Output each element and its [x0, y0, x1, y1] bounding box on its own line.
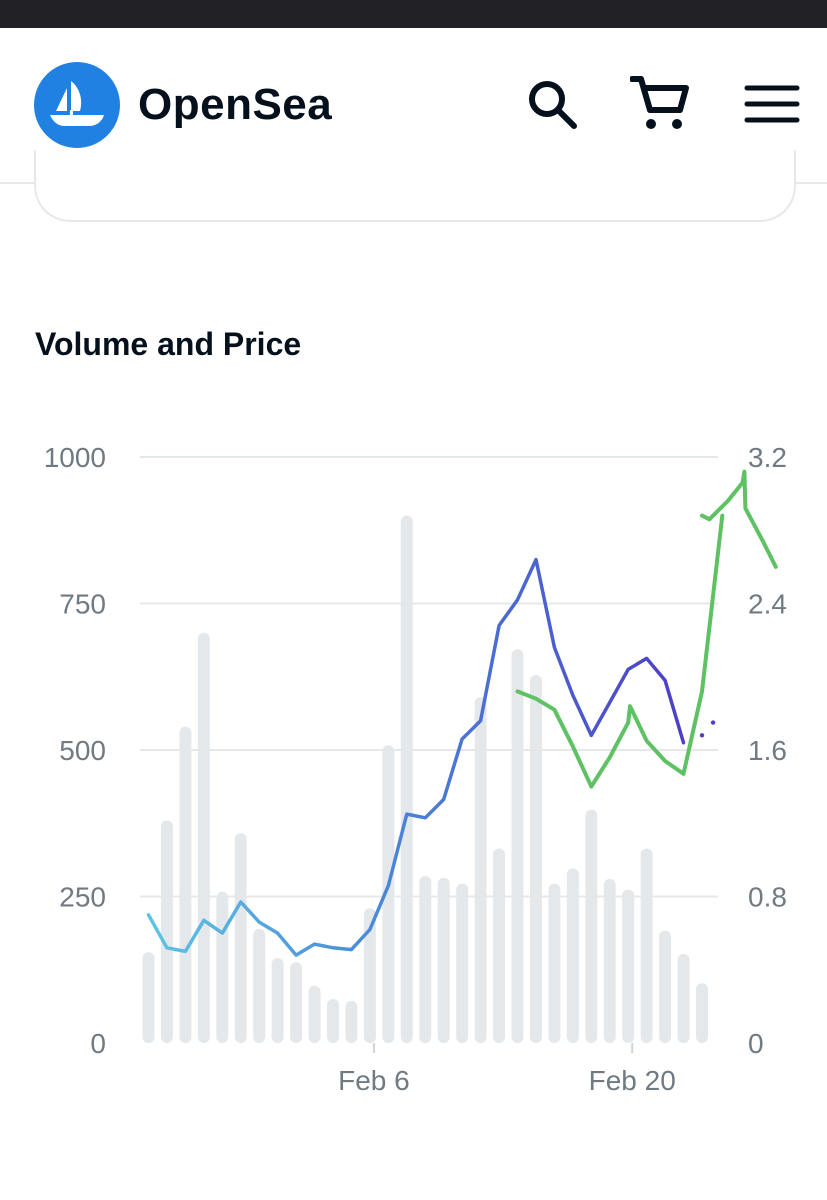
- volume-bar: [234, 833, 247, 1043]
- volume-bar: [271, 958, 284, 1043]
- volume-bar: [327, 999, 339, 1043]
- volume-bar: [400, 515, 413, 1043]
- y-left-tick-label: 1000: [44, 442, 106, 473]
- y-right-tick-label: 0.8: [748, 882, 787, 913]
- x-tick-label: Feb 6: [338, 1065, 410, 1096]
- volume-bar: [382, 745, 395, 1043]
- volume-price-chart[interactable]: 0 250 500 750 1000 0 0.8 1.6 2.4 3.2 Feb 6 Feb 20: [0, 420, 827, 1120]
- y-right-tick-label: 2.4: [748, 589, 787, 620]
- volume-bar: [253, 928, 266, 1043]
- y-left-tick-label: 750: [59, 589, 106, 620]
- volume-bar: [308, 985, 321, 1043]
- previous-card: [34, 150, 796, 222]
- volume-bar: [142, 952, 155, 1043]
- cart-icon[interactable]: [630, 74, 690, 134]
- section-title: Volume and Price: [35, 326, 302, 362]
- volume-bar: [677, 953, 690, 1043]
- volume-bar: [179, 726, 192, 1043]
- volume-bar: [437, 877, 450, 1043]
- volume-bar: [216, 891, 229, 1043]
- status-bar: [0, 0, 827, 28]
- y-right-tick-label: 3.2: [748, 442, 787, 473]
- search-icon[interactable]: [522, 74, 582, 134]
- price-point: [710, 720, 716, 725]
- volume-bar: [603, 878, 616, 1043]
- y-left-tick-label: 0: [90, 1028, 106, 1059]
- menu-icon[interactable]: [742, 74, 802, 134]
- volume-bar: [474, 697, 487, 1043]
- volume-bar: [290, 962, 303, 1043]
- volume-bar: [548, 883, 561, 1043]
- volume-bar: [511, 649, 524, 1043]
- x-tick-label: Feb 20: [589, 1065, 676, 1096]
- volume-bar: [585, 809, 598, 1043]
- price-line: [146, 557, 686, 957]
- volume-bar: [197, 632, 210, 1043]
- opensea-boat-icon[interactable]: [34, 62, 120, 148]
- moving-average-line: [515, 513, 725, 789]
- volume-bar: [456, 883, 469, 1043]
- price-point: [699, 733, 705, 738]
- volume-bar: [345, 1000, 358, 1043]
- volume-bar: [566, 868, 579, 1043]
- volume-bar: [622, 889, 635, 1043]
- volume-bar: [640, 848, 653, 1043]
- moving-average-line: [700, 469, 778, 569]
- y-right-tick-label: 1.6: [748, 735, 787, 766]
- y-right-tick-label: 0: [748, 1028, 764, 1059]
- y-left-tick-label: 500: [59, 735, 106, 766]
- brand-name[interactable]: OpenSea: [138, 80, 333, 129]
- volume-bar: [160, 820, 173, 1043]
- volume-bar: [493, 848, 506, 1043]
- volume-bar: [419, 875, 432, 1043]
- volume-bar: [363, 908, 376, 1043]
- y-left-tick-label: 250: [59, 882, 106, 913]
- volume-bar: [659, 930, 672, 1043]
- volume-bar: [696, 983, 708, 1043]
- volume-bar: [529, 674, 542, 1043]
